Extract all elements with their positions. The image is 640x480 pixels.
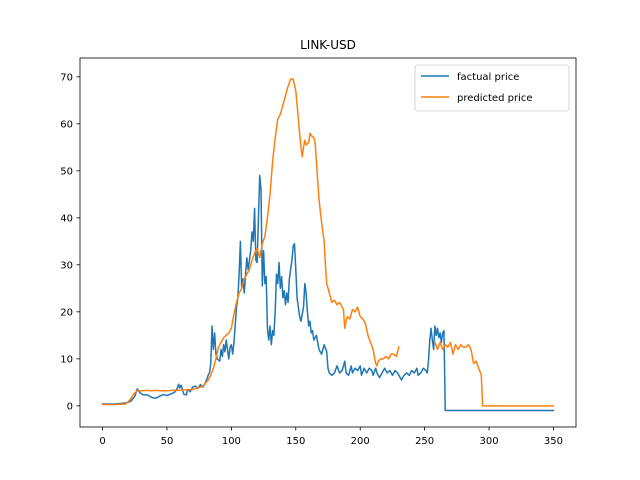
y-tick-label: 70 [60, 72, 73, 83]
x-tick-label: 150 [286, 436, 305, 447]
axes: 0 50 100 150 200 250 300 350 0 10 20 30 40 50 60 70 [60, 57, 577, 447]
x-tick-label: 250 [415, 436, 434, 447]
y-tick-label: 40 [60, 213, 73, 224]
y-tick-label: 0 [67, 401, 73, 412]
x-tick-label: 50 [161, 436, 174, 447]
x-tick-label: 350 [544, 436, 563, 447]
series-line-predicted-price [101, 78, 555, 407]
x-tick-label: 300 [479, 436, 498, 447]
y-tick-label: 30 [60, 260, 73, 271]
y-tick-label: 10 [60, 354, 73, 365]
legend-label: factual price [457, 72, 519, 83]
y-tick-label: 50 [60, 166, 73, 177]
legend: factual price predicted price [414, 64, 570, 112]
legend-label: predicted price [457, 93, 533, 104]
axes-frame [79, 57, 577, 428]
y-tick-label: 20 [60, 307, 73, 318]
x-tick-label: 200 [351, 436, 370, 447]
x-tick-label: 100 [222, 436, 241, 447]
chart-title: LINK-USD [300, 38, 356, 52]
y-tick-label: 60 [60, 119, 73, 130]
plot-area [101, 78, 555, 412]
legend-box [414, 64, 570, 112]
x-tick-label: 0 [99, 436, 105, 447]
